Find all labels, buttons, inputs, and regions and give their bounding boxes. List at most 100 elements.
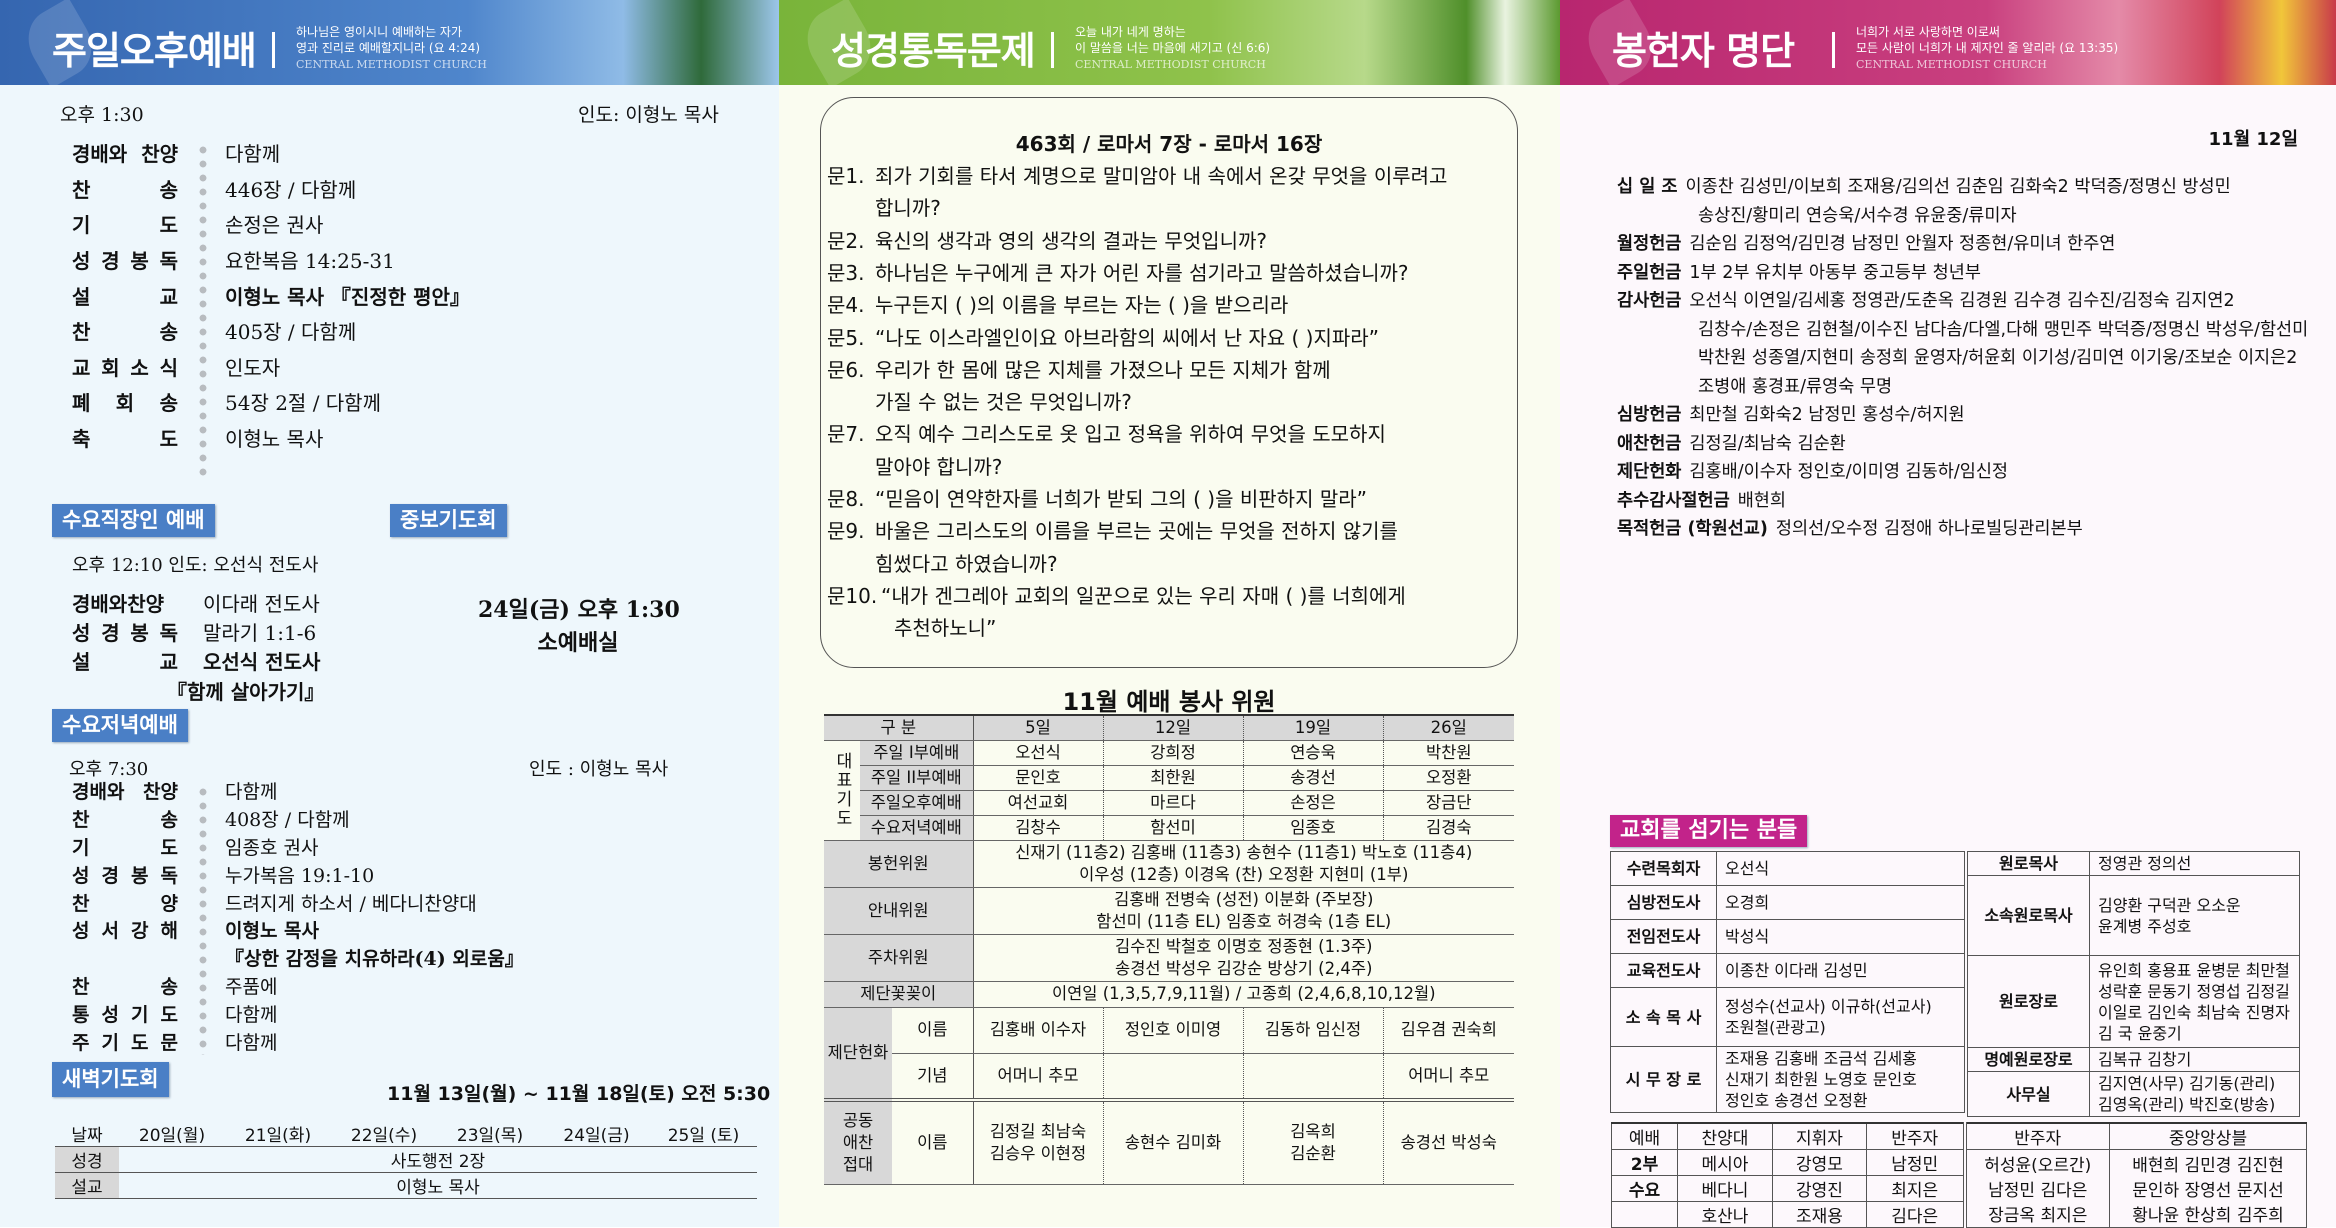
prayer-name: 여선교회 bbox=[972, 790, 1104, 816]
bible-quiz-column: 성경통독문제 오늘 내가 네게 명하는 이 말씀을 너는 마음에 새기고 (신 6… bbox=[779, 0, 1560, 1227]
order-value: 408장 / 다함께 bbox=[225, 809, 350, 832]
offering-line: 주일헌금 1부 2부 유치부 아동부 중고등부 청년부 bbox=[1617, 259, 1981, 284]
member-line: 함선미 (11층 EL) 임종호 허경숙 (1층 EL) bbox=[1096, 911, 1392, 931]
order-row: 찬 송 446장 / 다함께 bbox=[72, 171, 470, 207]
servant-role: 교육전도사 bbox=[1610, 953, 1717, 988]
prayer-name: 오정환 bbox=[1382, 765, 1515, 791]
offering-label: 주일헌금 bbox=[1617, 262, 1682, 283]
name-line: 박성식 bbox=[1725, 927, 1770, 946]
name-label: 이름 bbox=[892, 1098, 974, 1185]
servant-role: 전임전도사 bbox=[1610, 919, 1717, 954]
order-label: 성 경 봉 독 bbox=[72, 620, 178, 645]
member-line: 이연일 (1,3,5,7,9,11월) / 고종희 (2,4,6,8,10,12… bbox=[1051, 984, 1436, 1003]
order-row: 찬 송 405장 / 다함께 bbox=[72, 313, 470, 349]
service-time: 오후 1:30 bbox=[60, 104, 144, 126]
committee-row: 봉헌위원 신재기 (11층2) 김홍배 (11층3) 송현수 (11층1) 박노호… bbox=[824, 840, 1515, 888]
section-tag: 교회를 섬기는 분들 bbox=[1610, 815, 1808, 847]
order-value: 54장 2절 / 다함께 bbox=[225, 391, 381, 416]
fellowship-names: 김정길 최남숙 김승우 이현정 bbox=[972, 1098, 1104, 1185]
question-text: 누구든지 ( )의 이름을 부르는 자는 ( )을 받으리라 bbox=[875, 293, 1289, 318]
servant-role: 시 무 장 로 bbox=[1610, 1046, 1717, 1113]
order-value: 405장 / 다함께 bbox=[225, 320, 357, 345]
prayer-name: 송경선 bbox=[1242, 765, 1384, 791]
order-value: 누가복음 19:1-10 bbox=[225, 864, 375, 887]
servant-row: 수련목회자 오선식 bbox=[1610, 851, 1965, 886]
member-line: 김홍배 전병숙 (성전) 이분화 (주보장) bbox=[1114, 889, 1374, 909]
row-value: 사도행전 2장 bbox=[119, 1146, 757, 1173]
order-value: 드려지게 하소서 / 베다니찬양대 bbox=[225, 892, 477, 915]
dotted-divider bbox=[199, 785, 207, 1055]
header-cell: 예배 bbox=[1611, 1122, 1678, 1150]
name-line: 오경희 bbox=[1725, 893, 1770, 912]
order-value: 다함께 bbox=[225, 142, 281, 167]
header-cell: 19일 bbox=[1242, 714, 1384, 741]
servant-names: 유인희 홍용표 윤병문 최만철 성락훈 문동기 정영섭 김정길 이일로 김인숙 최남… bbox=[2089, 955, 2300, 1048]
prayer-service-label: 주일오후예배 bbox=[860, 790, 974, 816]
order-label: 찬 송 bbox=[72, 177, 178, 202]
order-value: 이형노 목사 bbox=[225, 920, 320, 943]
order-label: 기 도 bbox=[72, 213, 178, 238]
question-number: 문1. bbox=[827, 164, 865, 188]
offering-names: 김순임 김정억/김민경 남정민 안월자 정종현/유미녀 한주연 bbox=[1689, 234, 2116, 254]
choir-cell: 베다니 bbox=[1677, 1175, 1773, 1202]
table-header-row: 날짜 20일(월) 21일(화) 22일(수) 23일(목) 24일(금) 25일 (토) bbox=[55, 1121, 757, 1147]
order-row: 기 도 임종호 권사 bbox=[72, 833, 524, 861]
dawn-prayer-dates: 11월 13일(월) ~ 11월 18일(토) 오전 5:30 bbox=[387, 1083, 771, 1105]
sunday-afternoon-column: 주일오후예배 하나님은 영이시니 예배하는 자가 영과 진리로 예배할지니라 (요… bbox=[0, 0, 779, 1227]
order-row: 축 도 이형노 목사 bbox=[72, 420, 470, 456]
prayer-name: 박찬원 bbox=[1382, 740, 1515, 766]
servant-role: 사무실 bbox=[1967, 1071, 2090, 1117]
header-banner: 주일오후예배 하나님은 영이시니 예배하는 자가 영과 진리로 예배할지니라 (요… bbox=[0, 0, 779, 85]
verse-line: 너희가 서로 사랑하면 이로써 bbox=[1856, 25, 2000, 39]
order-value: 이다래 전도사 bbox=[203, 591, 320, 616]
servant-row: 소속원로목사 김양환 구덕관 오소운 윤계병 주성호 bbox=[1967, 875, 2300, 956]
prayer-name: 연승욱 bbox=[1242, 740, 1384, 766]
order-label: 찬 양 bbox=[72, 892, 178, 915]
fellowship-names: 송현수 김미화 bbox=[1102, 1098, 1244, 1185]
service-leader: 인도 : 이형노 목사 bbox=[529, 759, 669, 780]
committee-row: 안내위원 김홍배 전병숙 (성전) 이분화 (주보장) 함선미 (11층 EL) 임… bbox=[824, 887, 1515, 935]
divider bbox=[1832, 32, 1835, 68]
question-text: 말아야 합니까? bbox=[875, 454, 1003, 479]
offering-names: 김홍배/이수자 정인호/이미영 김동하/임신정 bbox=[1689, 462, 2009, 482]
church-name: CENTRAL METHODIST CHURCH bbox=[1856, 58, 2047, 71]
offering-names: 조병애 홍경표/류영숙 무명 bbox=[1698, 376, 1893, 397]
servant-role: 소 속 목 사 bbox=[1610, 987, 1717, 1047]
order-label: 설 교 bbox=[72, 284, 178, 309]
name-line: 이종찬 이다래 김성민 bbox=[1725, 961, 1868, 980]
name-line: 윤계병 주성호 bbox=[2098, 916, 2192, 936]
order-row: 경배와 찬양 다함께 bbox=[72, 135, 470, 171]
offering-names: 이종찬 김성민/이보희 조재용/김의선 김춘임 김화숙2 박덕증/정명신 방성민 bbox=[1685, 177, 2231, 197]
order-row: 『상한 감정을 치유하라(4) 외로움』 bbox=[72, 944, 524, 972]
name-label: 이름 bbox=[892, 1007, 974, 1054]
header-cell: 반주자 bbox=[1962, 1122, 2110, 1150]
servant-names: 박성식 bbox=[1716, 919, 1965, 954]
header-cell: 25일 (토) bbox=[650, 1121, 757, 1147]
prayer-name: 최한원 bbox=[1102, 765, 1244, 791]
header-cell: 26일 bbox=[1382, 714, 1515, 741]
table-row: 성경 사도행전 2장 bbox=[55, 1146, 757, 1173]
committee-members: 김홍배 전병숙 (성전) 이분화 (주보장) 함선미 (11층 EL) 임종호 허… bbox=[972, 887, 1515, 935]
order-label: 경배와찬양 bbox=[72, 591, 164, 616]
choir-table: 예배 찬양대 지휘자 반주자 반주자 중앙앙상블 2부 메시아 강영모 남정민 허성윤(오르간) 남정… bbox=[1611, 1122, 2307, 1228]
order-row: 찬 송 408장 / 다함께 bbox=[72, 805, 524, 833]
choir-cell: 호산나 bbox=[1677, 1201, 1773, 1228]
committee-label: 봉헌위원 bbox=[824, 840, 974, 888]
servant-row: 사무실 김지연(사무) 김기동(관리) 김영옥(관리) 박진호(방송) bbox=[1967, 1071, 2300, 1117]
order-value: 주품에 bbox=[225, 975, 278, 998]
servant-role: 수련목회자 bbox=[1610, 851, 1717, 886]
altar-label: 제단헌화 bbox=[824, 1007, 892, 1101]
offering-line: 애찬헌금 김정길/최남숙 김순환 bbox=[1617, 430, 1846, 455]
choir-cell: 남정민 bbox=[1866, 1149, 1965, 1176]
servant-names: 김지연(사무) 김기동(관리) 김영옥(관리) 박진호(방송) bbox=[2089, 1071, 2300, 1117]
choir-row: 수요 베다니 강영진 최지은 bbox=[1611, 1175, 2307, 1202]
prayer-row: 수요저녁예배 김창수 함선미 임종호 김경숙 bbox=[824, 815, 1515, 841]
table-header-row: 예배 찬양대 지휘자 반주자 반주자 중앙앙상블 bbox=[1611, 1122, 2307, 1150]
servant-row: 시 무 장 로 조재용 김홍배 조금석 김세홍 신재기 최한원 노영호 문인호 정인호… bbox=[1610, 1046, 1965, 1113]
question-number: 문2. bbox=[827, 228, 865, 253]
order-value: 이형노 목사 『진정한 평안』 bbox=[225, 284, 470, 309]
header-cell: 찬양대 bbox=[1677, 1122, 1773, 1150]
intercession-time: 24일(금) 오후 1:30 bbox=[478, 597, 680, 623]
name-line: 정영관 정의선 bbox=[2098, 854, 2192, 873]
choir-cell: 수요 bbox=[1611, 1175, 1678, 1202]
